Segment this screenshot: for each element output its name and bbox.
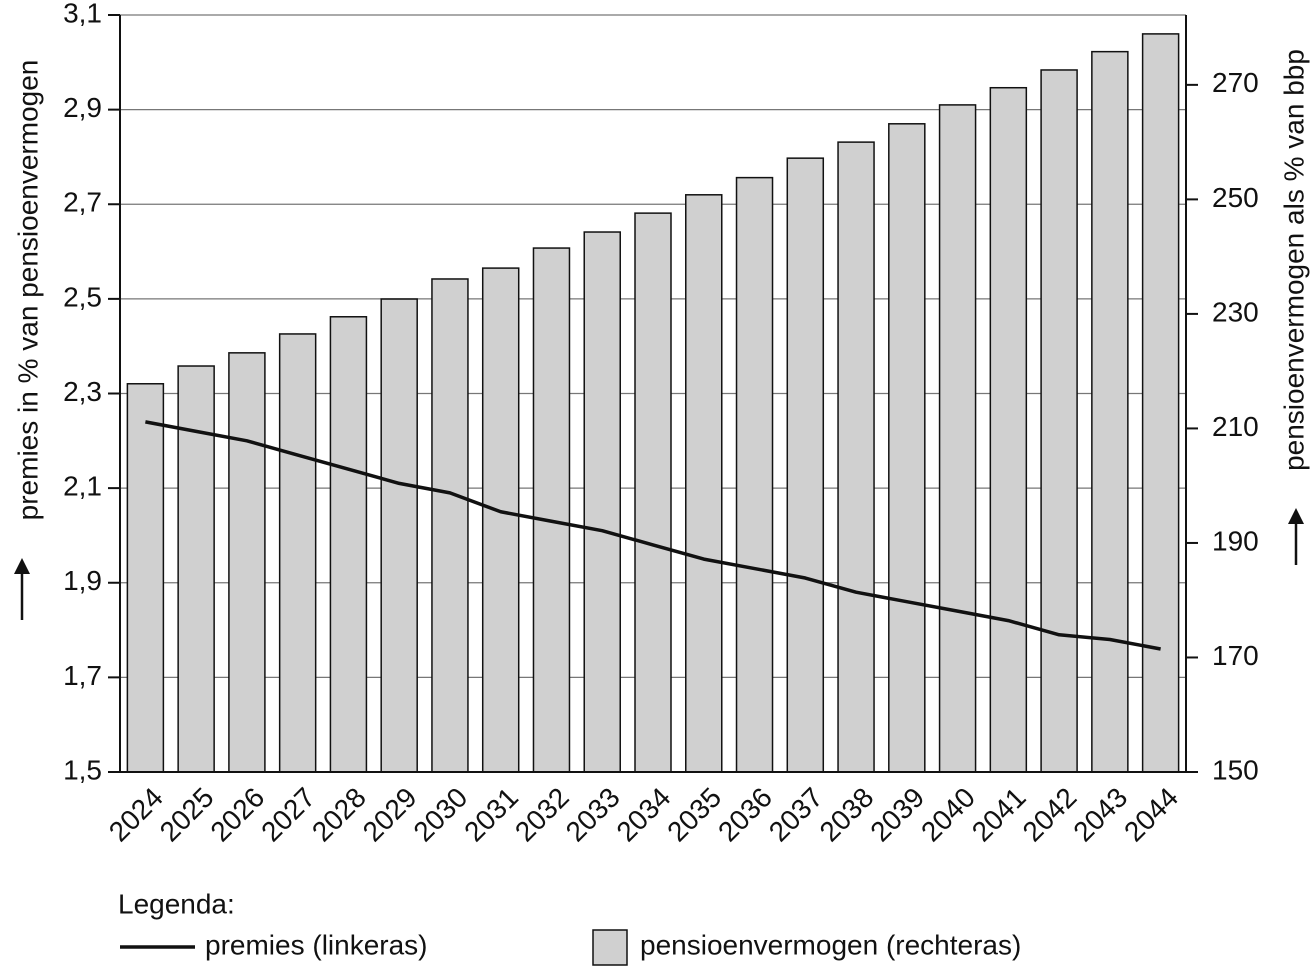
bar xyxy=(329,316,368,773)
x-tick-label: 2029 xyxy=(357,782,423,848)
bar xyxy=(1141,33,1180,773)
y-axis-title: premies in % van pensioenvermogen xyxy=(12,60,43,521)
y2-tick-label: 230 xyxy=(1212,296,1259,327)
y2-axis-title: pensioenvermogen als % van bbp xyxy=(1278,49,1309,471)
y-axis-title-group: premies in % van pensioenvermogen xyxy=(12,60,43,620)
bar xyxy=(989,86,1028,773)
line xyxy=(145,420,1161,651)
legend-title: Legenda: xyxy=(118,888,235,919)
bar xyxy=(481,267,520,773)
x-tick-label: 2034 xyxy=(610,782,676,848)
x-tick-label: 2039 xyxy=(864,782,930,848)
x-tick-label: 2041 xyxy=(966,782,1032,848)
bar xyxy=(228,352,266,773)
y-tick-label: 2,5 xyxy=(63,281,102,312)
bar xyxy=(735,176,774,773)
x-tick-label: 2026 xyxy=(204,782,270,848)
bar xyxy=(1091,50,1129,773)
y-tick-label: 3,1 xyxy=(63,0,102,28)
y-tick-label: 1,7 xyxy=(63,660,102,691)
y2-tick-label: 150 xyxy=(1212,754,1259,785)
bar xyxy=(1040,69,1078,773)
x-tick-label: 2027 xyxy=(255,782,321,848)
x-tick-label: 2028 xyxy=(306,782,372,848)
y-tick-label: 2,9 xyxy=(63,92,102,123)
bar xyxy=(888,123,926,773)
y-tick-label: 2,7 xyxy=(63,187,102,218)
y-tick-label: 1,5 xyxy=(63,754,102,785)
legend-swatch xyxy=(592,929,628,966)
x-tick-label: 2024 xyxy=(103,782,169,848)
y2-tick-label: 270 xyxy=(1212,67,1259,98)
legend-label: premies (linkeras) xyxy=(205,929,428,960)
x-tick-label: 2031 xyxy=(458,782,524,848)
x-tick-label: 2044 xyxy=(1118,782,1184,848)
bar xyxy=(634,212,672,773)
bar xyxy=(685,194,723,773)
y2-axis-title-group: pensioenvermogen als % van bbp xyxy=(1278,49,1309,565)
y2-tick-label: 210 xyxy=(1212,411,1259,442)
x-tick-label: 2037 xyxy=(763,782,829,848)
x-tick-label: 2042 xyxy=(1017,782,1083,848)
bar xyxy=(938,104,977,773)
bar xyxy=(532,247,571,773)
x-tick-label: 2035 xyxy=(661,782,727,848)
y2-tick-label: 170 xyxy=(1212,640,1259,671)
bar xyxy=(837,141,875,773)
bar xyxy=(126,383,165,773)
bar xyxy=(380,298,418,773)
x-tick-label: 2036 xyxy=(712,782,778,848)
bar xyxy=(177,365,215,773)
x-tick-label: 2025 xyxy=(154,782,220,848)
y2-axis-arrowhead xyxy=(1288,508,1304,524)
x-tick-label: 2030 xyxy=(407,782,473,848)
y-tick-label: 1,9 xyxy=(63,565,102,596)
bar xyxy=(786,157,825,773)
legend-label: pensioenvermogen (rechteras) xyxy=(640,929,1021,960)
x-tick-label: 2032 xyxy=(509,782,575,848)
x-tick-label: 2033 xyxy=(560,782,626,848)
x-tick-label: 2043 xyxy=(1067,782,1133,848)
y-axis-arrowhead xyxy=(14,558,30,574)
x-tick-label: 2038 xyxy=(814,782,880,848)
bar xyxy=(583,231,621,773)
y2-tick-label: 190 xyxy=(1212,525,1259,556)
y2-tick-label: 250 xyxy=(1212,182,1259,213)
bar xyxy=(278,333,317,773)
x-tick-label: 2040 xyxy=(915,782,981,848)
bar xyxy=(431,278,469,773)
y-tick-label: 2,1 xyxy=(63,471,102,502)
y-tick-label: 2,3 xyxy=(63,376,102,407)
